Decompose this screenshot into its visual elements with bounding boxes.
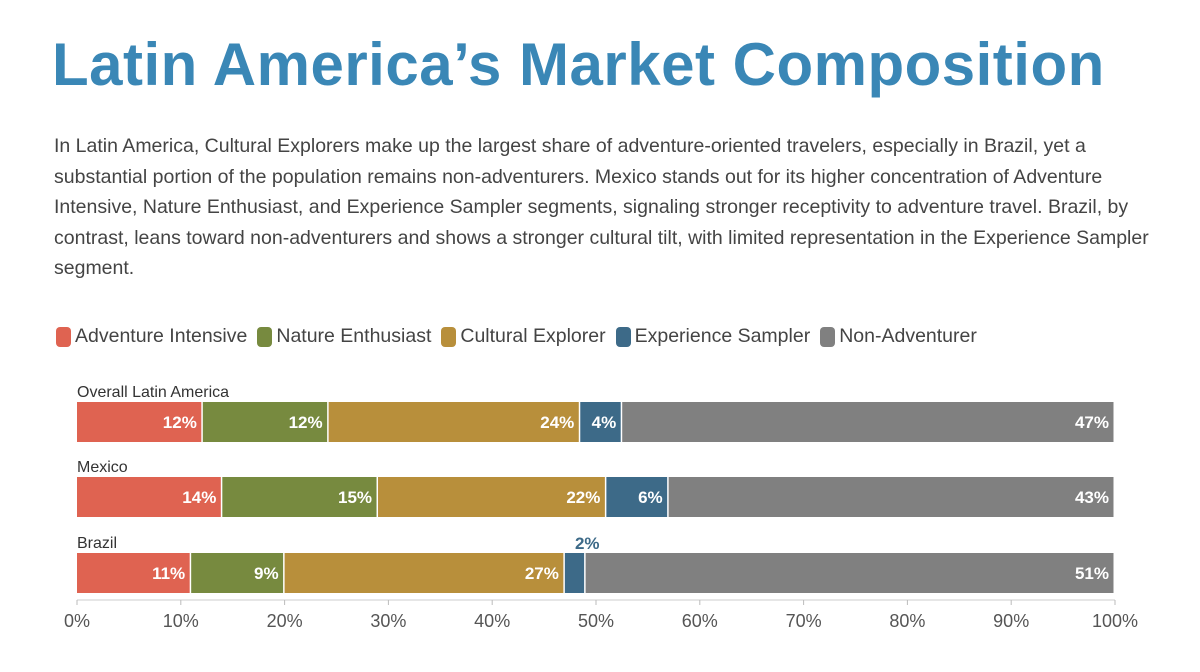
x-tick-label: 90% xyxy=(993,611,1029,631)
bar-segment xyxy=(580,402,621,442)
x-tick-label: 10% xyxy=(163,611,199,631)
x-tick-label: 60% xyxy=(682,611,718,631)
data-label: 12% xyxy=(163,413,197,432)
legend-label: Adventure Intensive xyxy=(75,325,248,347)
bar-segment xyxy=(284,553,564,593)
row-label: Brazil xyxy=(77,535,117,552)
legend-swatch xyxy=(615,326,631,347)
data-label: 24% xyxy=(540,413,574,432)
data-label: 15% xyxy=(338,488,372,507)
data-label: 6% xyxy=(638,488,663,507)
legend-label: Non-Adventurer xyxy=(839,325,977,347)
x-tick-label: 50% xyxy=(578,611,614,631)
data-label: 2% xyxy=(575,534,600,553)
row-label: Overall Latin America xyxy=(77,384,229,401)
legend-item: Nature Enthusiast xyxy=(257,325,431,348)
bar-segment xyxy=(77,477,221,517)
legend-item: Adventure Intensive xyxy=(56,325,247,348)
legend-swatch xyxy=(441,326,457,347)
bar-segment xyxy=(585,553,1114,593)
bar-segment xyxy=(668,477,1114,517)
legend-label: Experience Sampler xyxy=(634,325,811,347)
x-tick-label: 70% xyxy=(786,611,822,631)
data-label: 9% xyxy=(254,564,279,583)
x-tick-label: 30% xyxy=(370,611,406,631)
legend-item: Experience Sampler xyxy=(615,325,811,348)
data-label: 4% xyxy=(592,413,617,432)
chart-legend: Adventure Intensive Nature Enthusiast Cult… xyxy=(56,325,977,348)
legend-swatch xyxy=(257,326,273,347)
x-tick-label: 20% xyxy=(267,611,303,631)
bar-segment xyxy=(564,553,585,593)
bar-segment xyxy=(77,402,202,442)
page-title: Latin America’s Market Composition xyxy=(52,31,1105,98)
legend-item: Non-Adventurer xyxy=(820,325,977,348)
x-tick-label: 40% xyxy=(474,611,510,631)
legend-label: Nature Enthusiast xyxy=(276,325,432,347)
bar-segment xyxy=(328,402,579,442)
row-label: Mexico xyxy=(77,459,128,476)
x-tick-label: 0% xyxy=(64,611,90,631)
x-tick-label: 80% xyxy=(889,611,925,631)
data-label: 11% xyxy=(152,564,185,583)
bar-segment xyxy=(202,402,328,442)
bar-segment xyxy=(378,477,605,517)
legend-item: Cultural Explorer xyxy=(441,325,606,348)
bar-segment xyxy=(622,402,1114,442)
data-label: 14% xyxy=(182,488,216,507)
legend-label: Cultural Explorer xyxy=(460,325,606,347)
bar-segment xyxy=(191,553,284,593)
data-label: 51% xyxy=(1075,564,1109,583)
description: In Latin America, Cultural Explorers mak… xyxy=(54,135,1149,279)
data-label: 27% xyxy=(525,564,559,583)
legend-swatch xyxy=(56,326,71,347)
bar-segment xyxy=(77,553,190,593)
data-label: 22% xyxy=(566,488,600,507)
bar-segment xyxy=(606,477,668,517)
data-label: 47% xyxy=(1075,413,1109,432)
data-label: 12% xyxy=(289,413,323,432)
legend-swatch xyxy=(820,326,836,347)
x-tick-label: 100% xyxy=(1092,611,1138,631)
data-label: 43% xyxy=(1075,488,1109,507)
bar-segment xyxy=(222,477,377,517)
